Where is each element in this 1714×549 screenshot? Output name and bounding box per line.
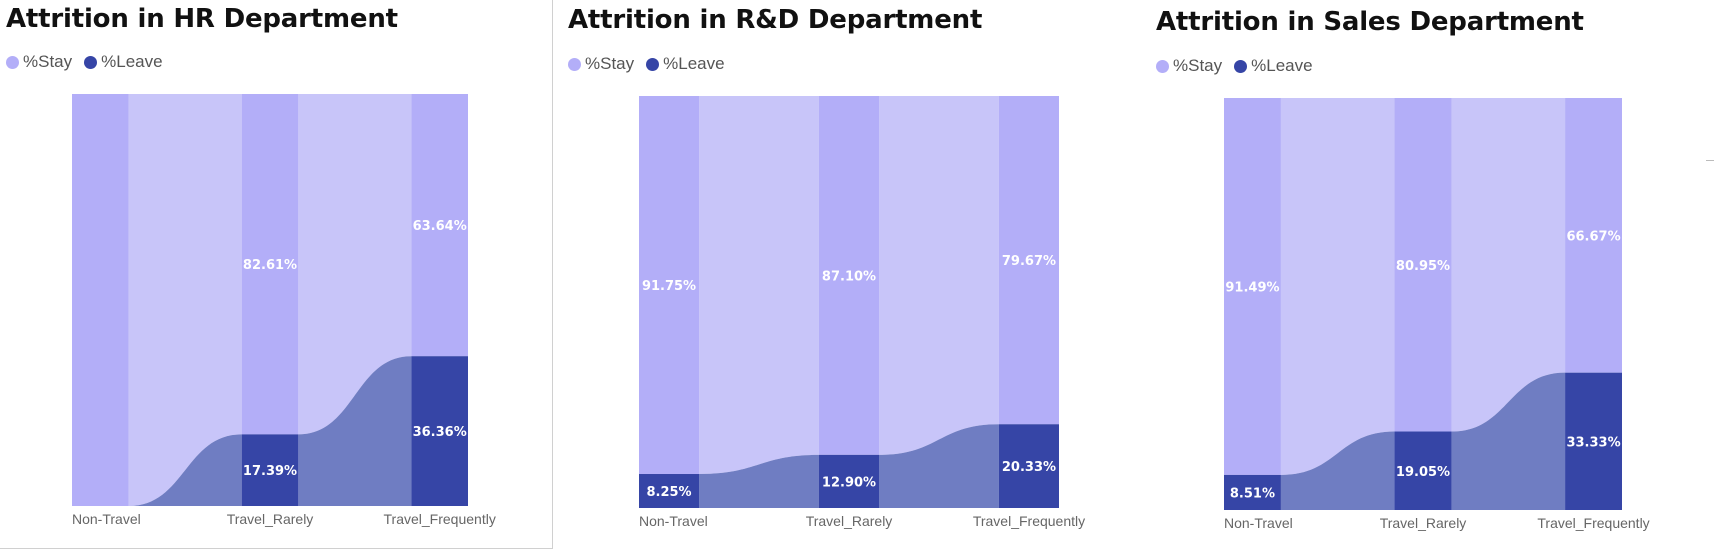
stay-data-label: 63.64% xyxy=(413,219,467,234)
sales-chart-panel: Attrition in Sales Department %Stay %Lea… xyxy=(1150,0,1714,548)
stay-bar-segment[interactable] xyxy=(639,96,700,475)
stay-bar-segment[interactable] xyxy=(1565,98,1622,373)
legend-stay-label: %Stay xyxy=(23,52,73,71)
chart-legend: %Stay %Leave xyxy=(6,52,169,72)
x-tick-label: Travel_Frequently xyxy=(1537,515,1649,531)
legend-leave-dot-icon xyxy=(84,55,98,69)
stay-data-label: 66.67% xyxy=(1566,229,1620,244)
legend-item-leave[interactable]: %Leave xyxy=(84,52,163,72)
chart-legend: %Stay %Leave xyxy=(1156,56,1319,76)
stay-bar-segment[interactable] xyxy=(998,96,1059,425)
x-tick-label: Travel_Rarely xyxy=(806,513,893,529)
legend-stay-dot-icon xyxy=(568,57,581,71)
stay-ribbon xyxy=(879,96,999,455)
x-tick-label: Travel_Rarely xyxy=(227,511,314,527)
leave-data-label: 8.51% xyxy=(1230,486,1275,501)
stay-bar-segment[interactable] xyxy=(72,94,129,506)
leave-bar-segment[interactable] xyxy=(639,474,700,508)
hr-chart-panel: Attrition in HR Department %Stay %Leave … xyxy=(0,0,553,549)
ribbon-chart: 91.75% 8.25% Non-Travel 87.10% 12.90% Travel_… xyxy=(639,96,1085,529)
leave-data-label: 19.05% xyxy=(1396,465,1450,480)
chart-title: Attrition in HR Department xyxy=(6,4,398,34)
ribbon-chart: Non-Travel 82.61% 17.39% Travel_Rarely 63.64… xyxy=(72,94,496,527)
rd-chart-panel: Attrition in R&D Department %Stay %Leave… xyxy=(562,0,1147,548)
legend-leave-label: %Leave xyxy=(101,52,163,71)
legend-stay-label: %Stay xyxy=(1173,56,1223,75)
x-tick-label: Non-Travel xyxy=(1224,515,1293,531)
legend-stay-dot-icon xyxy=(1156,59,1169,73)
legend-leave-label: %Leave xyxy=(663,54,725,73)
leave-bar-segment[interactable] xyxy=(1565,372,1622,510)
legend-leave-dot-icon xyxy=(1234,59,1248,73)
chart-title: Attrition in Sales Department xyxy=(1156,7,1584,37)
stay-data-label: 87.10% xyxy=(822,269,876,284)
x-tick-label: Non-Travel xyxy=(639,513,708,529)
stay-data-label: 82.61% xyxy=(243,258,297,273)
leave-data-label: 12.90% xyxy=(822,475,876,490)
leave-bar-segment[interactable] xyxy=(1224,474,1281,510)
stay-bar-segment[interactable] xyxy=(1394,98,1452,432)
leave-data-label: 20.33% xyxy=(1002,460,1056,475)
leave-bar-segment[interactable] xyxy=(998,424,1059,508)
chart-legend: %Stay %Leave xyxy=(568,54,731,74)
leave-ribbon xyxy=(879,424,999,508)
legend-stay-label: %Stay xyxy=(585,54,635,73)
legend-item-stay[interactable]: %Stay xyxy=(6,52,72,72)
legend-item-leave[interactable]: %Leave xyxy=(646,54,725,74)
stay-bar-segment[interactable] xyxy=(818,96,880,455)
leave-ribbon xyxy=(128,434,242,506)
legend-leave-label: %Leave xyxy=(1251,56,1313,75)
leave-data-label: 33.33% xyxy=(1566,435,1620,450)
leave-bar-segment[interactable] xyxy=(411,356,468,506)
stay-bar-segment[interactable] xyxy=(241,94,299,435)
chart-title: Attrition in R&D Department xyxy=(568,5,983,35)
leave-bar-segment[interactable] xyxy=(1394,431,1452,510)
stay-ribbon xyxy=(699,96,819,475)
stay-ribbon xyxy=(298,94,412,435)
leave-bar-segment[interactable] xyxy=(818,454,880,508)
leave-ribbon xyxy=(298,356,412,506)
legend-stay-dot-icon xyxy=(6,55,19,69)
leave-bar-segment[interactable] xyxy=(241,434,299,506)
x-tick-label: Travel_Rarely xyxy=(1380,515,1467,531)
stay-data-label: 91.75% xyxy=(642,279,696,294)
x-tick-label: Non-Travel xyxy=(72,511,141,527)
legend-item-leave[interactable]: %Leave xyxy=(1234,56,1313,76)
legend-leave-dot-icon xyxy=(646,57,660,71)
stay-bar-segment[interactable] xyxy=(1224,98,1281,475)
stay-bar-segment[interactable] xyxy=(411,94,468,357)
leave-data-label: 17.39% xyxy=(243,464,297,479)
x-tick-label: Travel_Frequently xyxy=(384,511,496,527)
leave-ribbon xyxy=(699,454,819,508)
stay-ribbon xyxy=(128,94,242,506)
stay-data-label: 80.95% xyxy=(1396,259,1450,274)
leave-data-label: 36.36% xyxy=(413,425,467,440)
leave-data-label: 8.25% xyxy=(646,485,691,500)
stay-data-label: 79.67% xyxy=(1002,254,1056,269)
leave-ribbon xyxy=(1451,372,1566,510)
leave-ribbon xyxy=(1280,431,1395,510)
stay-ribbon xyxy=(1451,98,1566,432)
x-tick-label: Travel_Frequently xyxy=(973,513,1085,529)
scroll-edge-marker xyxy=(1706,160,1714,161)
legend-item-stay[interactable]: %Stay xyxy=(1156,56,1222,76)
ribbon-chart: 91.49% 8.51% Non-Travel 80.95% 19.05% Travel_… xyxy=(1224,98,1650,531)
stay-ribbon xyxy=(1280,98,1395,475)
legend-item-stay[interactable]: %Stay xyxy=(568,54,634,74)
stay-data-label: 91.49% xyxy=(1225,280,1279,295)
